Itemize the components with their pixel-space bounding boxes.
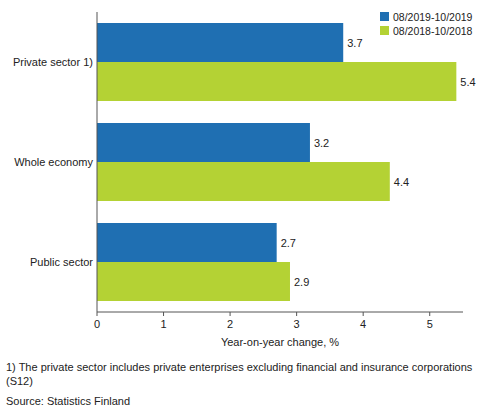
- category-label: Private sector 1): [13, 56, 93, 68]
- category-label: Whole economy: [14, 156, 93, 168]
- data-label: 4.4: [394, 176, 409, 188]
- data-label: 2.7: [281, 237, 296, 249]
- footnote: 1) The private sector includes private e…: [6, 360, 488, 388]
- tick-label: 4: [360, 318, 366, 330]
- data-label: 3.7: [347, 37, 362, 49]
- source: Source: Statistics Finland: [6, 394, 488, 408]
- x-axis: [97, 312, 463, 313]
- bar: [97, 62, 456, 101]
- tick: [230, 312, 231, 316]
- tick: [163, 312, 164, 316]
- legend: 08/2019-10/2019 08/2018-10/2018: [380, 11, 473, 37]
- bar: [97, 223, 277, 262]
- y-axis: [97, 12, 98, 312]
- tick: [429, 312, 430, 316]
- tick: [296, 312, 297, 316]
- tick-label: 1: [160, 318, 166, 330]
- bar: [97, 123, 310, 162]
- data-label: 5.4: [460, 76, 475, 88]
- tick-label: 3: [294, 318, 300, 330]
- data-label: 2.9: [294, 276, 309, 288]
- legend-label: 08/2018-10/2018: [393, 25, 473, 37]
- bar: [97, 262, 290, 301]
- tick: [97, 312, 98, 316]
- labels: 3.7 3.2 2.7 5.4 4.4 2.9: [281, 37, 476, 288]
- tick-label: 2: [227, 318, 233, 330]
- legend-swatch: [380, 26, 389, 35]
- category-label: Public sector: [30, 256, 93, 268]
- tick: [363, 312, 364, 316]
- chart: 3.7 3.2 2.7 5.4 4.4 2.9 Private sector 1) Whole…: [0, 0, 493, 416]
- legend-swatch: [380, 12, 389, 21]
- tick-label: 0: [94, 318, 100, 330]
- bar: [97, 23, 343, 62]
- bar: [97, 162, 390, 201]
- data-label: 3.2: [314, 137, 329, 149]
- bars: [97, 23, 456, 301]
- legend-label: 08/2019-10/2019: [393, 11, 473, 23]
- axis-title: Year-on-year change, %: [221, 336, 339, 348]
- tick-label: 5: [427, 318, 433, 330]
